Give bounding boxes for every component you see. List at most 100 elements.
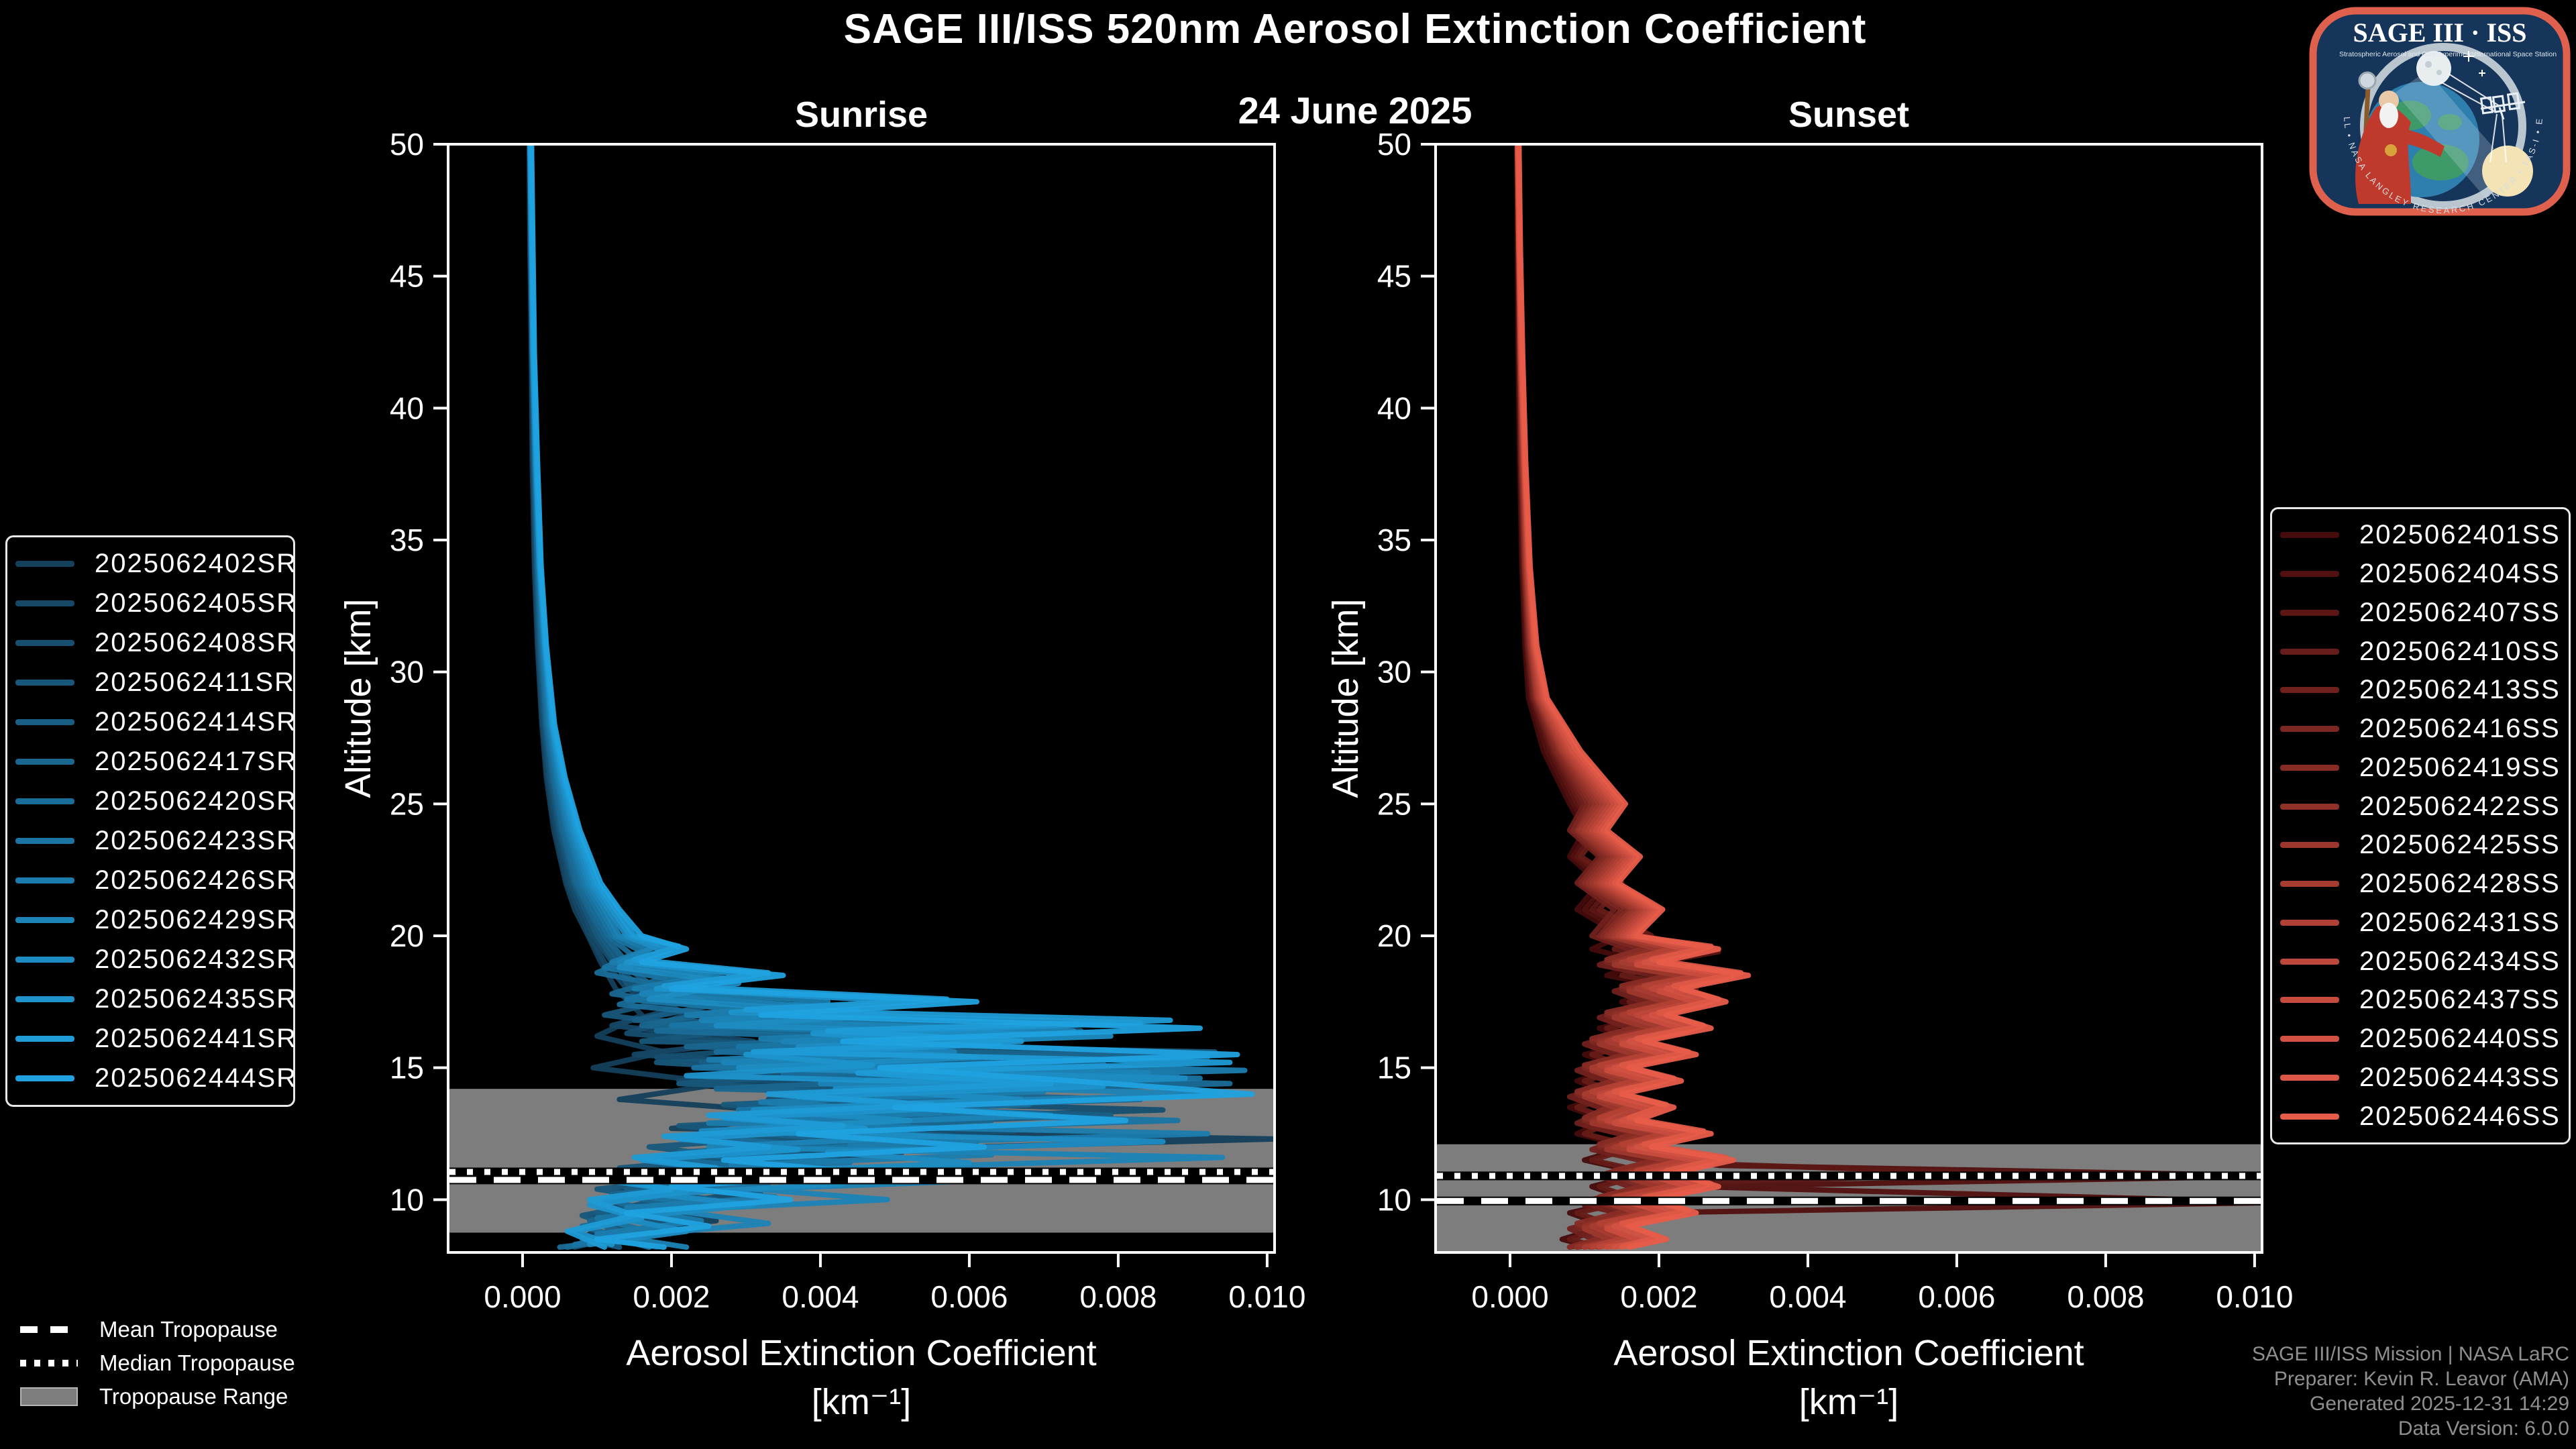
legend-item-label: 2025062437SS (2359, 985, 2561, 1015)
legend-item-label: 2025062426SR (95, 865, 298, 895)
logo-star-sparkles (2463, 51, 2485, 76)
legend-line-swatch (15, 680, 74, 686)
legend-line-swatch (15, 640, 74, 646)
x-tick-label: 0.010 (2216, 1279, 2293, 1314)
legend-line-swatch (15, 917, 74, 923)
y-tick-label: 30 (390, 655, 424, 690)
x-axis-label-sunrise: Aerosol Extinction Coefficient (626, 1333, 1097, 1373)
legend-item-2025062440SS: 2025062440SS (2280, 1024, 2561, 1054)
panel-title-sunset: Sunset (1788, 95, 1910, 135)
legend-item-2025062417SR: 2025062417SR (15, 747, 296, 777)
legend-item-label: 2025062411SR (95, 667, 296, 697)
sunset-legend: 2025062401SS 2025062404SS 2025062407SS 2025… (2270, 507, 2571, 1144)
legend-item-label: 2025062413SS (2359, 675, 2561, 705)
legend-line-swatch (15, 759, 74, 765)
x-tick-label: 0.002 (633, 1279, 710, 1314)
logo-subtitle-right: International Space Station (2472, 50, 2557, 58)
x-tick-label: 0.008 (2067, 1279, 2144, 1314)
x-tick-label: 0.002 (1620, 1279, 1697, 1314)
logo-subtitle-left: Stratospheric Aerosol and Gas Experiment… (2339, 50, 2480, 58)
y-axis-label-sunset: Altitude [km] (1326, 598, 1366, 798)
legend-line-swatch (2280, 842, 2339, 849)
legend-item-2025062408SR: 2025062408SR (15, 628, 296, 658)
legend-item-label: 2025062428SS (2359, 869, 2561, 899)
tropopause-legend: Mean Tropopause Median Tropopause Tropop… (20, 1316, 295, 1410)
legend-item-label: 2025062435SR (95, 984, 298, 1014)
legend-item-label: 2025062407SS (2359, 597, 2561, 627)
legend-item-label: 2025062441SR (95, 1024, 298, 1053)
legend-line-swatch (15, 1036, 74, 1042)
legend-item-label: 2025062404SS (2359, 559, 2561, 589)
legend-item-2025062420SR: 2025062420SR (15, 786, 296, 816)
legend-item-label: 2025062416SS (2359, 714, 2561, 744)
profile-line-2025062446SS (1516, 144, 1752, 1250)
legend-item-label: 2025062420SR (95, 786, 298, 816)
legend-item-2025062416SS: 2025062416SS (2280, 714, 2561, 744)
logo-moon (2416, 51, 2451, 86)
legend-item-2025062425SS: 2025062425SS (2280, 830, 2561, 860)
logo-moon-crater (2436, 70, 2442, 75)
legend-line-swatch (15, 719, 74, 725)
tropopause-range-legend-item: Tropopause Range (20, 1383, 295, 1410)
legend-item-label: 2025062443SS (2359, 1062, 2561, 1092)
x-tick-label: 0.004 (1769, 1279, 1846, 1314)
legend-item-2025062410SS: 2025062410SS (2280, 637, 2561, 667)
logo-sun (2482, 146, 2533, 197)
legend-item-2025062432SR: 2025062432SR (15, 945, 296, 975)
y-tick-label: 50 (1377, 127, 1411, 162)
y-axis-label-sunrise: Altitude [km] (338, 598, 378, 798)
legend-item-label: 2025062417SR (95, 747, 298, 776)
legend-item-2025062402SR: 2025062402SR (15, 549, 296, 579)
legend-line-swatch (2280, 571, 2339, 578)
legend-line-swatch (15, 561, 74, 567)
y-tick-label: 45 (390, 259, 424, 294)
legend-line-swatch (15, 1075, 74, 1081)
legend-item-2025062446SS: 2025062446SS (2280, 1102, 2561, 1132)
logo-iss (2479, 92, 2526, 120)
footer-mission: SAGE III/ISS Mission | NASA LaRC (2252, 1343, 2569, 1365)
legend-item-label: 2025062422SS (2359, 791, 2561, 821)
legend-item-label: 2025062440SS (2359, 1024, 2561, 1054)
x-tick-label: 0.004 (782, 1279, 859, 1314)
sage-iss-logo: SAGE III · ISS Stratospheric Aerosol and… (2309, 7, 2571, 216)
legend-item-label: 2025062408SR (95, 628, 298, 657)
x-tick-label: 0.000 (1471, 1279, 1548, 1314)
y-tick-label: 25 (1377, 786, 1411, 821)
legend-item-label: 2025062429SR (95, 905, 298, 934)
legend-item-label: 2025062423SR (95, 826, 298, 855)
y-tick-label: 20 (390, 918, 424, 953)
legend-line-swatch (2280, 1036, 2339, 1042)
legend-item-2025062428SS: 2025062428SS (2280, 869, 2561, 899)
logo-title: SAGE III · ISS (2353, 17, 2526, 48)
legend-line-swatch (2280, 1113, 2339, 1120)
legend-line-swatch (2280, 803, 2339, 810)
median-tropopause-label: Median Tropopause (99, 1350, 295, 1375)
legend-item-2025062441SR: 2025062441SR (15, 1024, 296, 1054)
legend-line-swatch (2280, 919, 2339, 926)
legend-item-label: 2025062434SS (2359, 946, 2561, 976)
legend-line-swatch (15, 957, 74, 963)
dashed-line-swatch (20, 1326, 78, 1333)
y-tick-label: 35 (390, 523, 424, 557)
legend-item-2025062444SR: 2025062444SR (15, 1063, 296, 1093)
mean-tropopause-label: Mean Tropopause (99, 1317, 278, 1342)
legend-item-2025062422SS: 2025062422SS (2280, 792, 2561, 822)
legend-item-label: 2025062405SR (95, 588, 298, 618)
legend-item-2025062413SS: 2025062413SS (2280, 675, 2561, 705)
x-axis-label-sunset: Aerosol Extinction Coefficient (1613, 1333, 2084, 1373)
y-tick-label: 10 (1377, 1182, 1411, 1217)
legend-item-label: 2025062431SS (2359, 907, 2561, 937)
legend-line-swatch (2280, 648, 2339, 655)
y-tick-label: 50 (390, 127, 424, 162)
footer-preparer: Preparer: Kevin R. Leavor (AMA) (2273, 1368, 2569, 1390)
plot-spines (1434, 143, 2263, 1254)
legend-line-swatch (15, 838, 74, 844)
y-tick-label: 10 (390, 1182, 424, 1217)
legend-item-2025062437SS: 2025062437SS (2280, 985, 2561, 1015)
sunrise-legend: 2025062402SR 2025062405SR 2025062408SR 2025… (5, 535, 298, 1107)
range-box-swatch (20, 1387, 78, 1406)
legend-line-swatch (15, 600, 74, 606)
y-tick-label: 45 (1377, 259, 1411, 294)
legend-item-label: 2025062425SS (2359, 830, 2561, 860)
legend-item-2025062407SS: 2025062407SS (2280, 598, 2561, 628)
